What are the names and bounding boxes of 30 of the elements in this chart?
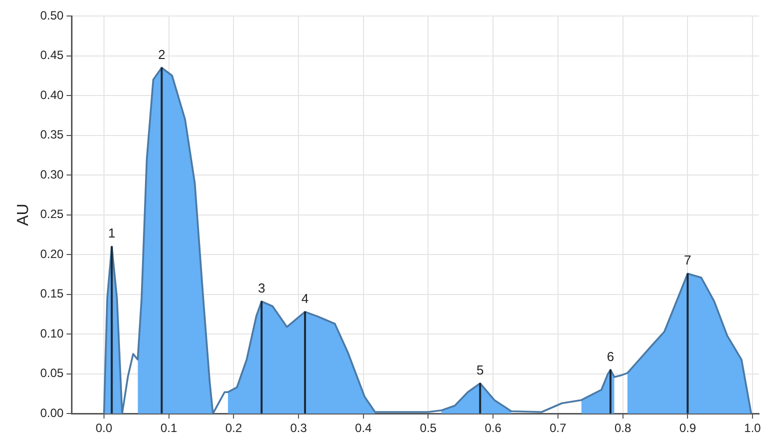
x-tick-label: 0.9 <box>679 421 696 436</box>
y-tick-label: 0.25 <box>40 207 64 222</box>
y-tick-label: 0.00 <box>40 406 64 420</box>
y-tick-label: 0.30 <box>40 167 64 182</box>
annotation: 2 <box>158 46 166 62</box>
x-tick-label: 0.0 <box>96 421 113 436</box>
y-tick-label: 0.50 <box>40 8 64 22</box>
x-tick-label: 0.8 <box>614 421 632 436</box>
annotation: 1 <box>108 226 116 241</box>
annotation: 6 <box>606 348 614 364</box>
x-tick-label: 1.0 <box>744 421 762 436</box>
annotation: 7 <box>684 252 692 268</box>
y-tick-label: 0.40 <box>40 88 64 102</box>
y-axis-title: AU <box>15 204 32 226</box>
y-tick-label: 0.10 <box>40 326 64 340</box>
x-tick-label: 0.1 <box>160 421 178 436</box>
y-tick-label: 0.05 <box>40 366 64 380</box>
y-tick-label: 0.20 <box>40 246 64 261</box>
x-tick-label: 0.4 <box>355 421 372 436</box>
y-tick-label: 0.35 <box>40 128 64 142</box>
x-tick-label: 0.2 <box>225 421 242 436</box>
y-tick-label: 0.15 <box>40 286 64 301</box>
x-tick-label: 0.5 <box>420 421 437 436</box>
annotation: 4 <box>301 290 309 306</box>
annotation: 3 <box>258 280 266 296</box>
x-tick-label: 0.3 <box>290 421 308 436</box>
x-tick-label: 0.6 <box>484 421 502 436</box>
y-tick-label: 0.45 <box>40 48 64 62</box>
annotation: 5 <box>476 362 484 378</box>
x-tick-label: 0.7 <box>550 421 567 436</box>
